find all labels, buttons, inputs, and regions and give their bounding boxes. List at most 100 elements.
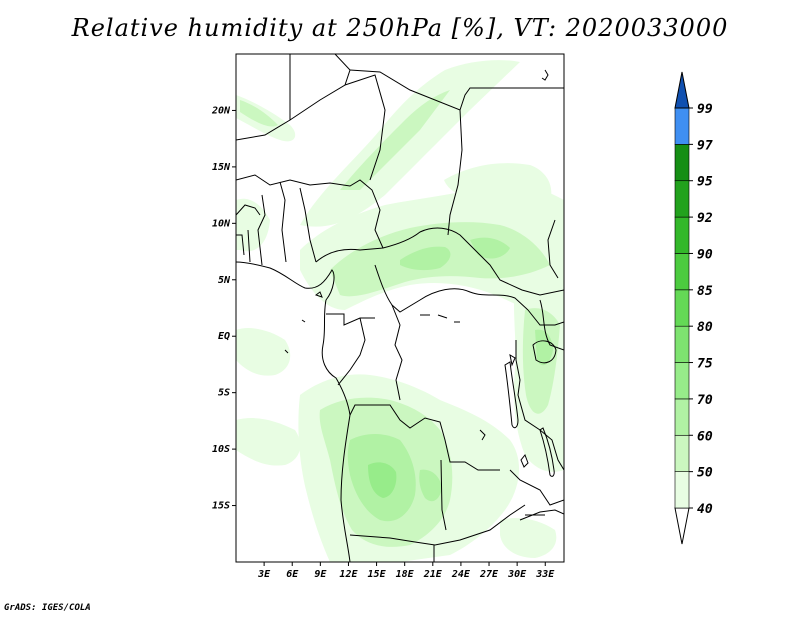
colorbar-label: 92 (697, 211, 713, 226)
country-border (349, 404, 500, 471)
colorbar-band (674, 434, 690, 472)
island (301, 319, 306, 323)
humidity-shading (236, 60, 564, 562)
lon-tick-label: 6E (286, 569, 299, 580)
colorbar-band (674, 398, 690, 436)
colorbar-band (674, 289, 690, 327)
colorbar-band (674, 107, 690, 145)
lat-tick-label: 20N (211, 105, 231, 116)
country-border (527, 309, 564, 326)
lake (437, 314, 448, 319)
grads-credit: GrADS: IGES/COLA (4, 603, 91, 613)
colorbar-band (674, 471, 690, 509)
country-border (337, 317, 366, 386)
lake-tanganyika (504, 361, 519, 429)
colorbar-band (674, 253, 690, 291)
humidity-region (470, 237, 510, 259)
country-border (515, 340, 564, 471)
lon-tick-label: 18E (396, 569, 415, 580)
country-border (344, 74, 386, 181)
country-border (289, 54, 351, 121)
lat-tick-label: EQ (218, 331, 230, 342)
lon-tick-label: 21E (423, 569, 443, 580)
colorbar-label: 95 (697, 175, 713, 190)
lon-tick-label: 33E (535, 569, 555, 580)
lat-tick-label: 10S (212, 444, 230, 455)
country-border (547, 219, 559, 279)
colorbar-label: 50 (697, 466, 713, 481)
island (314, 291, 323, 298)
humidity-region (419, 469, 442, 502)
country-border (279, 181, 287, 263)
lake (541, 69, 549, 81)
colorbar-label: 75 (697, 357, 713, 372)
country-border (509, 469, 564, 506)
colorbar-label: 99 (697, 102, 713, 117)
humidity-region (400, 246, 451, 271)
colorbar-lower-extension (674, 507, 690, 545)
lon-tick-label: 24E (451, 569, 471, 580)
country-border (447, 109, 463, 236)
colorbar-band (674, 216, 690, 254)
country-border (391, 304, 403, 401)
colorbar-label: 70 (697, 393, 713, 408)
lake (509, 353, 516, 367)
humidity-region (500, 518, 557, 558)
lake (479, 429, 486, 441)
country-border (315, 227, 564, 296)
colorbar: 40 50 60 70 75 80 85 90 92 95 97 99 (674, 71, 713, 545)
lon-tick-label: 15E (368, 569, 387, 580)
lon-tick-label: 9E (314, 569, 327, 580)
lat-tick-label: 5S (218, 388, 230, 399)
country-border (236, 174, 384, 249)
humidity-region (236, 198, 270, 252)
country-border (519, 509, 564, 521)
country-border (257, 194, 266, 266)
humidity-region (368, 462, 397, 498)
lake (520, 454, 529, 468)
humidity-region (340, 90, 450, 190)
lon-tick-label: 30E (507, 569, 527, 580)
lake-malawi (539, 427, 555, 477)
island (284, 349, 289, 354)
coastline (236, 261, 351, 562)
colorbar-band (674, 362, 690, 400)
country-border (349, 504, 526, 546)
humidity-region (444, 163, 552, 204)
country-border (299, 187, 317, 263)
colorbar-label: 40 (697, 502, 713, 517)
country-border (539, 299, 564, 351)
colorbar-label: 90 (697, 247, 713, 262)
humidity-region (236, 328, 291, 376)
country-border (236, 204, 261, 216)
lon-tick-label: 3E (257, 569, 271, 580)
humidity-region (535, 329, 553, 366)
humidity-region (240, 100, 278, 127)
colorbar-label: 97 (697, 138, 713, 153)
lon-tick-label: 12E (339, 569, 358, 580)
lake-victoria (532, 340, 557, 364)
country-border (374, 264, 529, 313)
country-border (247, 229, 251, 263)
map-frame (235, 53, 565, 563)
lat-tick-label: 15S (212, 501, 230, 512)
country-border (440, 459, 447, 531)
lat-tick-label: 5N (218, 275, 231, 286)
country-border (326, 313, 375, 326)
country-boundaries (236, 54, 564, 562)
lat-tick-label: 10N (212, 218, 231, 229)
country-border (236, 234, 245, 256)
lon-tick-label: 27E (479, 569, 499, 580)
map-axes: 20N 15N 10N 5N EQ 5S 10S 15S 3E 6E 9E 12E 15E 18E 21E 2… (211, 105, 555, 580)
colorbar-band (674, 144, 690, 182)
colorbar-band (674, 325, 690, 363)
colorbar-label: 60 (697, 429, 713, 444)
colorbar-upper-extension (674, 71, 690, 109)
colorbar-label: 80 (697, 320, 713, 335)
colorbar-label: 85 (697, 284, 713, 299)
country-border (236, 54, 291, 141)
humidity-region (236, 418, 301, 466)
colorbar-band (674, 180, 690, 218)
lat-tick-label: 15N (212, 162, 231, 173)
